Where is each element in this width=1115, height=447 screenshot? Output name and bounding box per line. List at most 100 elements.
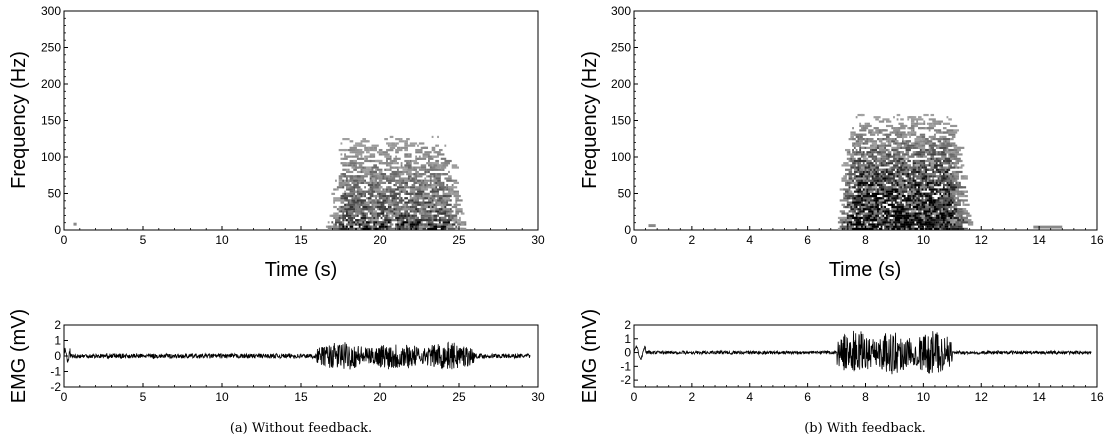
spectrogram-cell bbox=[335, 223, 337, 226]
spectrogram-cell bbox=[362, 168, 370, 171]
spectrogram-cell bbox=[889, 131, 892, 134]
spectrogram-cell bbox=[932, 221, 935, 224]
spectrogram-cell bbox=[356, 166, 365, 169]
spectrogram-cell bbox=[887, 210, 890, 213]
spectrogram-cell bbox=[864, 155, 867, 158]
spectrogram-cell bbox=[417, 175, 423, 178]
spectrogram-cell bbox=[347, 179, 350, 182]
spectrogram-cell bbox=[918, 181, 924, 185]
spectrogram-cell bbox=[347, 221, 352, 224]
spectrogram-cell bbox=[950, 153, 954, 156]
spectrogram-b-xlabel: Time (s) bbox=[829, 259, 902, 281]
spectrogram-cell bbox=[852, 194, 854, 198]
spectrogram-cell bbox=[885, 221, 892, 224]
spectrogram-cell bbox=[853, 164, 856, 167]
spectrogram-cell bbox=[957, 225, 963, 228]
spectrogram-cell bbox=[893, 164, 899, 167]
spectrogram-cell bbox=[884, 227, 892, 230]
spectrogram-cell bbox=[369, 148, 377, 152]
spectrogram-cell bbox=[366, 173, 368, 176]
spectrogram-cell bbox=[413, 205, 418, 209]
spectrogram-cell bbox=[393, 210, 399, 213]
spectrogram-cell bbox=[424, 192, 430, 195]
spectrogram-cell bbox=[375, 190, 381, 193]
spectrogram-cell bbox=[340, 227, 348, 230]
spectrogram-cell bbox=[333, 205, 337, 209]
spectrogram-cell bbox=[395, 181, 401, 185]
spectrogram-cell bbox=[404, 144, 408, 147]
spectrogram-cell bbox=[957, 148, 961, 152]
spectrogram-cell bbox=[926, 186, 929, 189]
spectrogram-cell bbox=[333, 188, 337, 191]
spectrogram-cell bbox=[944, 223, 947, 226]
spectrogram-cell bbox=[934, 214, 936, 217]
spectrogram-cell bbox=[417, 216, 419, 220]
spectrogram-cell bbox=[912, 164, 915, 167]
x-tick-label: 20 bbox=[373, 390, 387, 404]
spectrogram-cell bbox=[340, 157, 343, 160]
spectrogram-cell bbox=[338, 148, 346, 152]
spectrogram-cell bbox=[850, 223, 853, 226]
spectrogram-cell bbox=[360, 140, 368, 143]
spectrogram-cell bbox=[340, 201, 345, 204]
spectrogram-cell bbox=[866, 199, 869, 202]
x-tick-label: 0 bbox=[631, 233, 638, 247]
spectrogram-cell bbox=[411, 177, 414, 180]
spectrogram-cell bbox=[935, 212, 940, 215]
spectrogram-cell bbox=[902, 223, 906, 226]
spectrogram-cell bbox=[417, 173, 419, 176]
spectrogram-cell bbox=[871, 166, 876, 169]
spectrogram-cell bbox=[406, 210, 408, 213]
spectrogram-cell bbox=[909, 208, 913, 211]
spectrogram-cell bbox=[896, 214, 904, 217]
spectrogram-cell bbox=[941, 190, 947, 193]
spectrogram-cell bbox=[925, 201, 927, 204]
spectrogram-cell bbox=[367, 197, 372, 200]
spectrogram-cell bbox=[435, 175, 441, 178]
spectrogram-cell bbox=[887, 138, 892, 141]
spectrogram-cell bbox=[877, 170, 879, 174]
spectrogram-cell bbox=[345, 177, 348, 180]
spectrogram-cell bbox=[440, 205, 447, 209]
spectrogram-cell bbox=[382, 192, 387, 195]
spectrogram-cell bbox=[918, 116, 922, 119]
spectrogram-cell bbox=[948, 216, 951, 220]
spectrogram-cell bbox=[893, 148, 897, 152]
spectrogram-cell bbox=[349, 151, 352, 154]
spectrogram-cell bbox=[451, 166, 459, 169]
spectrogram-cell bbox=[850, 203, 854, 206]
spectrogram-cell bbox=[878, 199, 885, 202]
spectrogram-cell bbox=[846, 190, 849, 193]
spectrogram-cell bbox=[424, 197, 430, 200]
spectrogram-cell bbox=[353, 168, 357, 171]
spectrogram-cell bbox=[345, 197, 348, 200]
spectrogram-cell bbox=[857, 162, 860, 165]
spectrogram-cell bbox=[340, 221, 343, 224]
spectrogram-cell bbox=[369, 175, 372, 178]
spectrogram-cell bbox=[380, 208, 383, 211]
spectrogram-cell bbox=[428, 197, 430, 200]
spectrogram-cell bbox=[857, 192, 860, 195]
spectrogram-cell bbox=[875, 199, 879, 202]
spectrogram-cell bbox=[378, 170, 383, 174]
spectrogram-cell bbox=[925, 227, 927, 230]
spectrogram-cell bbox=[448, 186, 450, 189]
spectrogram-cell bbox=[857, 221, 862, 224]
spectrogram-cell bbox=[925, 203, 927, 206]
spectrogram-cell bbox=[453, 190, 459, 193]
spectrogram-cell bbox=[862, 210, 865, 213]
spectrogram-cell bbox=[342, 157, 348, 160]
spectrogram-cell bbox=[877, 201, 881, 204]
spectrogram-cell bbox=[407, 144, 416, 147]
spectrogram-cell bbox=[433, 210, 436, 213]
spectrogram-cell bbox=[360, 194, 363, 198]
spectrogram-cell bbox=[962, 203, 965, 206]
spectrogram-cell bbox=[431, 210, 434, 213]
spectrogram-cell bbox=[373, 225, 377, 228]
spectrogram-cell bbox=[852, 179, 854, 182]
spectrogram-cell bbox=[449, 208, 452, 211]
spectrogram-cell bbox=[404, 210, 407, 213]
spectrogram-cell bbox=[442, 197, 449, 200]
spectrogram-cell bbox=[424, 179, 430, 182]
